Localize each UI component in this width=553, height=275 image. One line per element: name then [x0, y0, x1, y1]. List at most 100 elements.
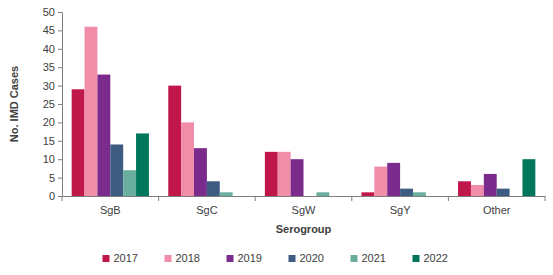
category-divider [351, 196, 352, 201]
plot: 0 5 10 15 20 25 30 35 40 45 50 SgB SgC SgW SgY Other [43, 6, 546, 216]
bar [85, 27, 98, 196]
y-tick: 20 [43, 116, 62, 128]
category-divider [545, 196, 546, 201]
series [97, 75, 496, 196]
y-tick-mark [58, 12, 62, 13]
legend-swatch [227, 255, 234, 262]
legend-item: 2020 [289, 252, 324, 264]
y-tick-mark [58, 104, 62, 105]
x-tick-label: Other [483, 204, 511, 216]
y-tick-label: 40 [43, 43, 55, 55]
y-tick: 45 [43, 24, 62, 36]
y-tick: 50 [43, 6, 62, 18]
chart: 05101520253035404550SgBSgCSgWSgYOtherSer… [0, 0, 553, 275]
y-tick-label: 45 [43, 24, 55, 36]
y-tick: 40 [43, 43, 62, 55]
x-tick-label: SgC [196, 204, 217, 216]
x-tick: Other [483, 196, 511, 216]
y-tick-label: 50 [43, 6, 55, 18]
y-tick-mark [58, 178, 62, 179]
bar [72, 89, 85, 196]
bar [497, 189, 510, 196]
x-tick-label: SgY [390, 204, 411, 216]
bar [458, 181, 471, 196]
y-tick-label: 10 [43, 153, 55, 165]
series [123, 170, 426, 196]
y-tick-mark [58, 141, 62, 142]
y-tick: 15 [43, 135, 62, 147]
y-tick-mark [58, 196, 62, 197]
bar [361, 192, 374, 196]
series [110, 144, 509, 196]
bar [484, 174, 497, 196]
legend-swatch [103, 255, 110, 262]
legend-item: 2017 [103, 252, 138, 264]
legend: 2017 2018 2019 2020 2021 2022 [103, 252, 448, 264]
y-tick: 5 [49, 172, 62, 184]
bar [123, 170, 136, 196]
series [136, 133, 535, 196]
x-tick: SgW [292, 196, 316, 216]
bar [220, 192, 233, 196]
legend-label: 2018 [176, 252, 200, 264]
bar [207, 181, 220, 196]
bar [168, 86, 181, 196]
x-axis: SgB SgC SgW SgY Other [62, 196, 546, 216]
y-tick: 35 [43, 61, 62, 73]
bars [72, 27, 536, 196]
bar [304, 196, 317, 197]
x-tick-label: SgB [100, 204, 121, 216]
y-tick-mark [58, 159, 62, 160]
bar [278, 152, 291, 196]
bar [413, 192, 426, 196]
y-tick: 25 [43, 98, 62, 110]
y-tick: 30 [43, 80, 62, 92]
bar [291, 159, 304, 196]
bar [329, 196, 342, 197]
bar [233, 196, 246, 197]
bar [136, 133, 149, 196]
y-tick-mark [58, 122, 62, 123]
category-divider [62, 196, 63, 201]
legend-label: 2021 [362, 252, 386, 264]
bar [387, 163, 400, 196]
legend-label: 2019 [238, 252, 262, 264]
x-tick: SgB [100, 196, 121, 216]
y-tick-label: 15 [43, 135, 55, 147]
y-tick-label: 25 [43, 98, 55, 110]
y-axis: 0 5 10 15 20 25 30 35 40 45 50 [43, 6, 63, 202]
y-tick-label: 5 [49, 172, 55, 184]
legend-label: 2022 [424, 252, 448, 264]
bar [194, 148, 207, 196]
y-tick-label: 20 [43, 116, 55, 128]
bar [510, 196, 523, 197]
bar [97, 75, 110, 196]
category-divider [255, 196, 256, 201]
legend-swatch [351, 255, 358, 262]
bar [426, 196, 439, 197]
y-tick: 0 [49, 190, 62, 202]
y-tick-mark [58, 86, 62, 87]
x-tick-label: SgW [292, 204, 316, 216]
bar [471, 185, 484, 196]
x-tick: SgC [196, 196, 217, 216]
legend-swatch [289, 255, 296, 262]
legend-item: 2019 [227, 252, 262, 264]
x-axis-line [63, 196, 546, 197]
legend-item: 2022 [413, 252, 448, 264]
bar [265, 152, 278, 196]
series [72, 86, 471, 196]
x-tick: SgY [390, 196, 411, 216]
legend-item: 2021 [351, 252, 386, 264]
bar [374, 167, 387, 196]
category-divider [448, 196, 449, 201]
bar [110, 144, 123, 196]
legend-swatch [413, 255, 420, 262]
legend-swatch [165, 255, 172, 262]
bar [400, 189, 413, 196]
y-tick: 10 [43, 153, 62, 165]
y-tick-mark [58, 67, 62, 68]
series [85, 27, 484, 196]
y-axis-line [58, 13, 63, 197]
y-tick-mark [58, 30, 62, 31]
